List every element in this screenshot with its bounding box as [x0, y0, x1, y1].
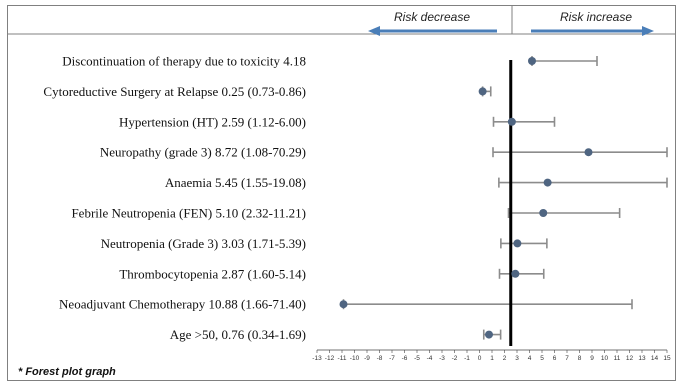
point-estimate: [511, 269, 520, 278]
x-tick-label: -2: [452, 355, 458, 362]
x-tick-label: 15: [663, 355, 671, 362]
x-tick-label: 4: [528, 355, 532, 362]
row-label: Neoadjuvant Chemotherapy 10.88 (1.66-71.…: [59, 297, 306, 312]
row-label: Anaemia 5.45 (1.55-19.08): [165, 175, 306, 190]
x-tick-label: 2: [503, 355, 507, 362]
chart-header: Risk decrease Risk increase: [8, 6, 675, 36]
row-label: Thrombocytopenia 2.87 (1.60-5.14): [119, 266, 306, 281]
x-tick-label: -11: [338, 355, 347, 362]
point-estimate: [528, 57, 536, 65]
x-tick-label: 11: [614, 355, 621, 362]
x-tick-label: 8: [578, 355, 582, 362]
row-label: Cytoreductive Surgery at Relapse 0.25 (0…: [43, 84, 306, 99]
risk-decrease-label: Risk decrease: [394, 10, 470, 24]
risk-increase-label: Risk increase: [560, 10, 632, 24]
x-tick-label: -9: [364, 355, 370, 362]
left-arrow-head: [368, 26, 380, 36]
row-label: Febrile Neutropenia (FEN) 5.10 (2.32-11.…: [71, 206, 306, 221]
x-tick-label: -7: [389, 355, 395, 362]
x-tick-label: 7: [565, 355, 569, 362]
point-estimate: [339, 300, 348, 309]
x-axis: -13 -12 -11 -10 -9 -8 -7 -6 -5 -4 -3 -2 -1 0 1 2 3 4 5 6 7 8 9…: [312, 349, 671, 362]
row-label: Hypertension (HT) 2.59 (1.12-6.00): [119, 114, 306, 129]
x-tick-label: 12: [626, 355, 634, 362]
x-tick-label: 5: [540, 355, 544, 362]
row-label: Neuropathy (grade 3) 8.72 (1.08-70.29): [100, 145, 306, 160]
point-estimate: [485, 330, 493, 339]
footnote: * Forest plot graph: [18, 366, 116, 378]
x-tick-label: 3: [515, 355, 519, 362]
left-arrow: [368, 26, 497, 36]
x-tick-label: -12: [325, 355, 335, 362]
x-tick-label: -1: [464, 355, 470, 362]
x-tick-label: 0: [478, 355, 482, 362]
x-tick-label: 9: [590, 355, 594, 362]
x-tick-label: 6: [553, 355, 557, 362]
x-tick-label: -8: [377, 355, 383, 362]
right-arrow: [531, 26, 654, 36]
point-estimate: [507, 117, 516, 126]
x-tick-label: -13: [312, 355, 322, 362]
x-tick-label: -6: [402, 355, 408, 362]
right-arrow-head: [642, 26, 654, 36]
chart-frame: [7, 5, 676, 381]
x-tick-label: -4: [427, 355, 433, 362]
x-tick-label: 13: [638, 355, 646, 362]
point-estimate: [513, 239, 522, 248]
x-tick-label: -5: [414, 355, 420, 362]
point-estimate: [539, 209, 548, 217]
x-tick-label: 1: [490, 355, 494, 362]
x-tick-label: -3: [439, 355, 445, 362]
row-label: Age >50, 0.76 (0.34-1.69): [170, 327, 306, 342]
x-tick-label: -10: [350, 355, 360, 362]
point-estimates: [339, 57, 593, 339]
point-estimate: [584, 148, 593, 157]
row-label: Discontinuation of therapy due to toxici…: [62, 54, 306, 69]
confidence-intervals: [342, 56, 668, 340]
x-tick-label: 14: [651, 355, 659, 362]
row-labels: Discontinuation of therapy due to toxici…: [43, 54, 306, 343]
row-label: Neutropenia (Grade 3) 3.03 (1.71-5.39): [101, 236, 306, 251]
x-tick-label: 10: [601, 355, 609, 362]
point-estimate: [478, 87, 487, 96]
point-estimate: [543, 178, 552, 187]
